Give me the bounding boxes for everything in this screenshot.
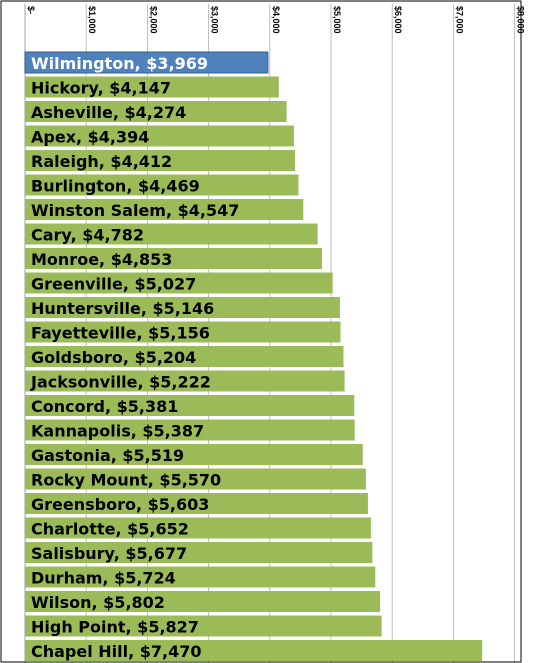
bar-rocky-mount bbox=[25, 468, 366, 490]
bar-gastonia bbox=[25, 444, 363, 465]
x-tick-label: $5,000 bbox=[332, 6, 342, 34]
bar-label: Asheville, $4,274 bbox=[31, 103, 186, 122]
bar-huntersville bbox=[25, 297, 340, 318]
bar-winston-salem bbox=[25, 199, 304, 220]
bar-chapel-hill bbox=[25, 640, 483, 661]
bar-label: Raleigh, $4,412 bbox=[31, 152, 172, 171]
x-tick-label: $1,000 bbox=[87, 6, 97, 34]
bar-label: Burlington, $4,469 bbox=[31, 177, 200, 196]
bar-charlotte bbox=[25, 517, 371, 539]
bar-kannapolis bbox=[25, 419, 355, 441]
bar-label: Greensboro, $5,603 bbox=[31, 495, 209, 514]
bar-label: Wilmington, $3,969 bbox=[31, 54, 208, 73]
bar-fayetteville bbox=[25, 321, 341, 343]
bar-label: High Point, $5,827 bbox=[31, 618, 199, 637]
x-tick-label: $4,000 bbox=[271, 6, 281, 34]
bar-wilson bbox=[25, 591, 381, 612]
bar-label: Chapel Hill, $7,470 bbox=[31, 642, 202, 661]
plot-border bbox=[0, 0, 522, 663]
bar-monroe bbox=[25, 248, 323, 269]
bar-label: Monroe, $4,853 bbox=[31, 250, 172, 269]
bars bbox=[24, 51, 483, 661]
bar-label: Charlotte, $5,652 bbox=[31, 520, 189, 539]
x-tick-label: $3,000 bbox=[210, 6, 220, 34]
x-tick-label: $- bbox=[26, 6, 36, 14]
bar-greenville bbox=[25, 272, 333, 294]
bar-label: Hickory, $4,147 bbox=[31, 79, 171, 98]
bar-label: Fayetteville, $5,156 bbox=[31, 324, 210, 343]
x-tick-label: $6,000 bbox=[393, 6, 403, 34]
bar-goldsboro bbox=[25, 346, 344, 367]
bar-hickory bbox=[25, 76, 279, 98]
bar-label: Concord, $5,381 bbox=[31, 397, 178, 416]
bar-label: Apex, $4,394 bbox=[31, 128, 149, 147]
bar-label: Kannapolis, $5,387 bbox=[31, 422, 204, 441]
bar-burlington bbox=[25, 174, 299, 196]
bar-label: Wilson, $5,802 bbox=[31, 593, 165, 612]
bar-label: Gastonia, $5,519 bbox=[31, 446, 184, 465]
x-tick-label: $2,000 bbox=[148, 6, 158, 34]
bar-concord bbox=[25, 395, 355, 416]
bar-asheville bbox=[25, 101, 287, 122]
bar-wilmington bbox=[24, 51, 269, 74]
bar-label: Winston Salem, $4,547 bbox=[31, 201, 239, 220]
bar-high-point bbox=[25, 615, 382, 637]
bar-durham bbox=[25, 566, 376, 588]
bar-apex bbox=[25, 125, 294, 147]
bar-greensboro bbox=[25, 493, 368, 514]
x-tick-label: $7,000 bbox=[454, 6, 464, 34]
bar-salisbury bbox=[25, 542, 373, 563]
bar-label: Huntersville, $5,146 bbox=[31, 299, 214, 318]
bar-labels: Wilmington, $3,969 Hickory, $4,147 Ashevil… bbox=[30, 54, 239, 661]
bar-cary bbox=[25, 223, 318, 245]
bar-label: Jacksonville, $5,222 bbox=[30, 373, 211, 392]
bar-raleigh bbox=[25, 150, 296, 171]
bar-label: Durham, $5,724 bbox=[31, 569, 176, 588]
bar-jacksonville bbox=[25, 370, 345, 392]
bar-label: Greenville, $5,027 bbox=[31, 275, 196, 294]
bar-label: Rocky Mount, $5,570 bbox=[31, 471, 221, 490]
bar-label: Salisbury, $5,677 bbox=[31, 544, 187, 563]
bar-label: Goldsboro, $5,204 bbox=[31, 348, 196, 367]
bar-label: Cary, $4,782 bbox=[31, 226, 144, 245]
